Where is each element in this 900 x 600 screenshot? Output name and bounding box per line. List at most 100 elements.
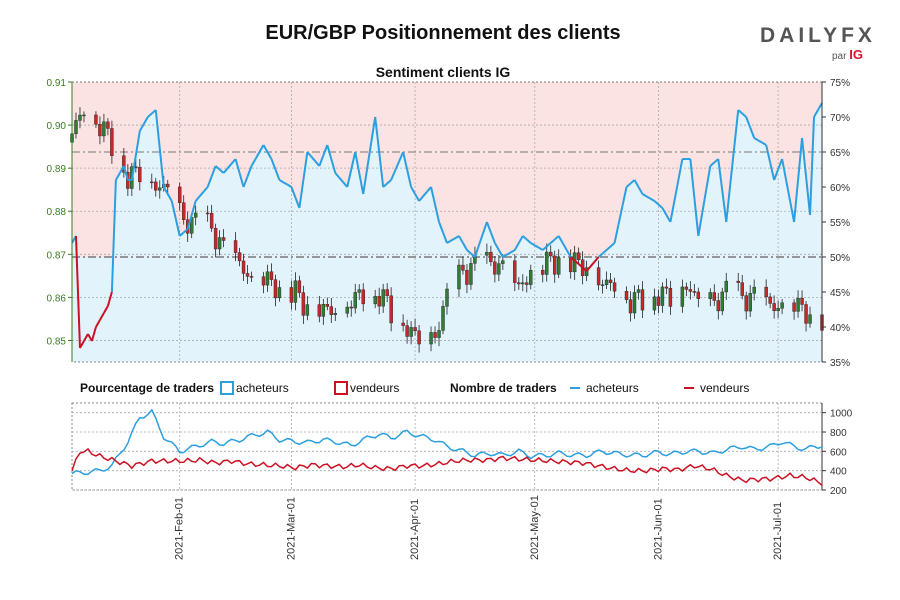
sentiment-line-segment bbox=[513, 242, 520, 251]
candle-body bbox=[680, 286, 685, 307]
sentiment-line-segment bbox=[661, 207, 668, 216]
sentiment-line-segment bbox=[494, 242, 500, 251]
candle-body bbox=[596, 267, 601, 286]
sentiment-line-segment bbox=[502, 253, 508, 258]
legend-num-buy-swatch bbox=[570, 387, 580, 389]
sentiment-line-segment bbox=[162, 186, 169, 195]
sentiment-line-segment bbox=[270, 158, 277, 170]
sentiment-line-segment bbox=[183, 228, 189, 234]
sentiment-line-segment bbox=[530, 242, 536, 247]
candle-body bbox=[297, 280, 302, 293]
candle-body bbox=[329, 306, 334, 315]
sentiment-line-segment bbox=[250, 158, 257, 167]
sentiment-line-segment bbox=[757, 139, 763, 144]
sentiment-line-segment bbox=[254, 151, 261, 160]
sentiment-line-segment bbox=[701, 189, 708, 213]
sentiment-line-segment bbox=[773, 169, 780, 181]
sentiment-line-segment bbox=[338, 177, 345, 183]
sentiment-line-segment bbox=[785, 179, 792, 202]
sentiment-line-segment bbox=[577, 263, 584, 269]
candle-body bbox=[513, 260, 517, 283]
sentiment-line-segment bbox=[609, 242, 616, 248]
sentiment-line-segment bbox=[290, 186, 297, 198]
candle-body bbox=[716, 300, 720, 312]
candle-body bbox=[712, 292, 716, 301]
candle-body bbox=[138, 166, 142, 183]
candle-body bbox=[158, 187, 162, 191]
sentiment-line-segment bbox=[538, 246, 544, 251]
candle-body bbox=[764, 286, 768, 298]
sentiment-line-segment bbox=[374, 116, 381, 153]
candle-body bbox=[469, 263, 473, 285]
sentiment-line-segment bbox=[473, 245, 480, 258]
count-tick-label: 600 bbox=[830, 447, 847, 458]
candle-body bbox=[553, 255, 557, 275]
candle-body bbox=[249, 276, 254, 278]
candle-body bbox=[708, 292, 712, 299]
sentiment-line-segment bbox=[809, 116, 816, 216]
sentiment-line-segment bbox=[246, 165, 253, 177]
sentiment-line-segment bbox=[721, 190, 728, 223]
sentiment-line-segment bbox=[542, 245, 548, 251]
sentiment-line-segment bbox=[422, 191, 428, 197]
candle-body bbox=[237, 252, 242, 262]
sentiment-line-segment bbox=[79, 340, 85, 349]
sentiment-line-segment bbox=[362, 168, 369, 195]
sentiment-line-segment bbox=[450, 237, 456, 242]
sentiment-line-segment bbox=[110, 179, 117, 293]
candle-body bbox=[205, 212, 210, 215]
legend-num-sell-swatch bbox=[684, 387, 694, 389]
candle-body bbox=[744, 295, 748, 312]
candle-body bbox=[660, 286, 665, 306]
sentiment-line-segment bbox=[657, 203, 664, 209]
candle-body bbox=[233, 240, 238, 253]
sentiment-line-segment bbox=[138, 123, 145, 132]
sentiment-line-segment bbox=[394, 160, 401, 172]
sentiment-line-segment bbox=[589, 261, 596, 267]
candle-body bbox=[529, 270, 533, 285]
sentiment-line-segment bbox=[115, 172, 121, 181]
candle-body bbox=[568, 257, 573, 273]
candle-body bbox=[457, 264, 461, 290]
legend-pct-sell-swatch bbox=[334, 381, 348, 395]
sentiment-line-segment bbox=[418, 195, 424, 202]
sentiment-line-segment bbox=[106, 291, 113, 307]
legend-pct-buy: acheteurs bbox=[236, 381, 289, 395]
candle-body bbox=[433, 332, 437, 338]
sentiment-line-segment bbox=[485, 221, 492, 233]
sentiment-line-segment bbox=[617, 205, 624, 225]
price-tick-label: 0.87 bbox=[47, 250, 67, 261]
sentiment-line-segment bbox=[534, 244, 540, 249]
candle-body bbox=[78, 114, 82, 121]
legend-num-title: Nombre de traders bbox=[450, 381, 557, 395]
sentiment-line-segment bbox=[526, 238, 532, 244]
sentiment-line-segment bbox=[481, 221, 488, 234]
x-tick-label: 2021-Jul-01 bbox=[772, 502, 784, 560]
sentiment-line-segment bbox=[318, 155, 325, 167]
candle-body bbox=[517, 282, 521, 285]
sentiment-line-segment bbox=[166, 193, 173, 202]
sentiment-line-segment bbox=[550, 238, 556, 244]
sentiment-line-segment bbox=[597, 252, 604, 258]
sentiment-line-segment bbox=[354, 151, 361, 174]
candle-body bbox=[441, 306, 445, 331]
price-tick-label: 0.91 bbox=[47, 78, 67, 89]
candle-body bbox=[241, 260, 246, 274]
candle-body bbox=[736, 280, 740, 283]
candle-body bbox=[166, 183, 170, 188]
sentiment-line-segment bbox=[741, 112, 747, 118]
candle-body bbox=[209, 213, 214, 229]
candle-body bbox=[94, 114, 98, 125]
count-tick-label: 800 bbox=[830, 428, 847, 439]
sentiment-line-segment bbox=[649, 197, 655, 202]
candle-body bbox=[740, 282, 744, 296]
sentiment-line-segment bbox=[438, 221, 444, 233]
sentiment-line-segment bbox=[705, 165, 712, 190]
sentiment-line-segment bbox=[434, 204, 440, 223]
candle-body bbox=[405, 325, 409, 337]
candle-body bbox=[377, 296, 381, 307]
candle-body bbox=[122, 155, 126, 173]
candle-body bbox=[636, 289, 641, 293]
sentiment-line-segment bbox=[350, 151, 357, 170]
